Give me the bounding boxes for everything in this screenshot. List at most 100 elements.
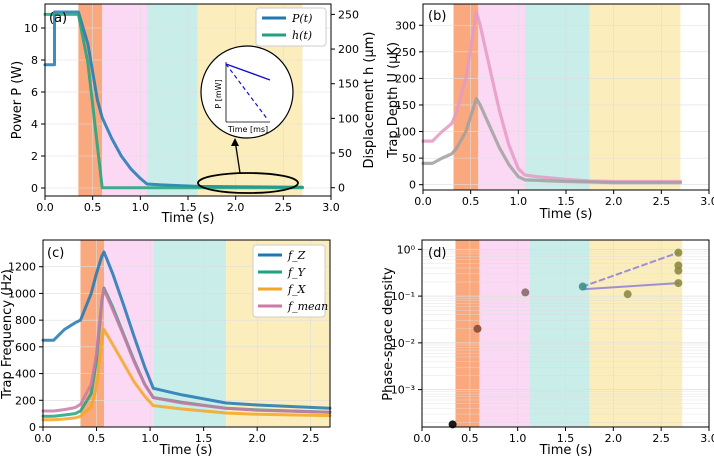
grid <box>422 4 710 190</box>
y-tick-label: 200 <box>15 394 36 407</box>
x-tick-label: 0.5 <box>84 201 102 214</box>
legend-box <box>252 244 326 318</box>
x-tick-label: 1.5 <box>179 201 197 214</box>
fit-line-solid <box>581 282 680 291</box>
x-tick-label: 1.5 <box>195 432 213 445</box>
legend-box <box>255 7 327 47</box>
x-tick-label: 2.0 <box>605 195 623 208</box>
stage-bands <box>453 4 681 190</box>
x-tick-label: 1.0 <box>141 432 159 445</box>
x-tick-label: 3.0 <box>700 432 714 445</box>
x-tick-label: 0.0 <box>36 201 54 214</box>
data-point <box>578 282 587 291</box>
y-tick-label: 10⁻³ <box>391 384 415 397</box>
y-tick-label: 100 <box>338 112 359 125</box>
y-tick-label: 200 <box>338 43 359 56</box>
stage-band <box>529 240 590 427</box>
x-tick-label: 0.5 <box>461 432 479 445</box>
grid <box>421 240 710 427</box>
stage-band <box>479 240 530 427</box>
data-point <box>448 420 457 429</box>
x-ticks: 0.0 0.5 1.0 1.5 2.0 2.5 3.0 <box>413 427 714 445</box>
y-ticks: 0 50 100 150 200 250 300 <box>395 19 423 192</box>
series-line-fz <box>41 250 332 410</box>
x-axis-label: Time (s) <box>161 211 215 226</box>
series <box>41 250 332 422</box>
stage-band <box>589 4 681 190</box>
stage-band <box>147 4 198 196</box>
x-tick-label: 1.0 <box>510 195 528 208</box>
inset: P [mW] Time [ms] <box>197 45 299 194</box>
y-tick-label: 400 <box>15 368 36 381</box>
y-tick-label: 600 <box>15 341 36 354</box>
y2-axis-label: Displacement h (μm) <box>362 32 377 169</box>
data-point <box>674 248 683 257</box>
legend: P(t) h(t) <box>255 7 327 47</box>
y-tick-label: 4 <box>31 118 38 131</box>
x-tick-label: 2.5 <box>653 195 671 208</box>
x-tick-label: 0.0 <box>413 432 431 445</box>
x-tick-label: 2.5 <box>302 432 320 445</box>
y-tick-label: 0 <box>29 421 36 434</box>
legend-label-disp: h(t) <box>292 29 312 42</box>
y-tick-label: 800 <box>15 314 36 327</box>
stage-bands <box>455 240 683 427</box>
legend-label-fy: f_Y <box>287 266 307 279</box>
series-line-gray <box>421 96 683 185</box>
y-tick-label: 150 <box>395 99 416 112</box>
y-tick-label: 10⁰ <box>397 243 416 256</box>
x-tick-label: 1.0 <box>132 201 150 214</box>
series-line-displacement <box>43 12 304 190</box>
x-tick-label: 2.5 <box>652 432 670 445</box>
series-line-power <box>43 10 304 189</box>
axes-frame <box>42 239 331 428</box>
panel-a: 0.0 0.5 1.0 1.5 2.0 2.5 3.0 0 2 4 6 8 10 0 50 100 150 2… <box>10 3 377 226</box>
x-ticks: 0.0 0.5 1.0 1.5 2.0 2.5 3.0 <box>36 196 340 214</box>
panel-d: 0.0 0.5 1.0 1.5 2.0 2.5 3.0 10⁻³ 10⁻² 10⁻¹ 10⁰ Ti… <box>381 239 714 458</box>
data-point <box>521 288 530 297</box>
x-tick-label: 2.0 <box>227 201 245 214</box>
series-line-fmean <box>41 287 332 414</box>
inset-ylabel: P [mW] <box>214 79 223 108</box>
y-tick-label: 10 <box>24 22 38 35</box>
y-tick-label: 8 <box>31 54 38 67</box>
data-point <box>674 279 683 288</box>
y-ticks: 0 200 400 600 800 1000 1200 <box>8 261 43 434</box>
x-axis-label: Time (s) <box>539 443 593 458</box>
y-tick-label: 2 <box>31 150 38 163</box>
panel-label: (c) <box>47 246 64 261</box>
legend-label-fmean: f_mean <box>287 300 328 313</box>
y-tick-label: 150 <box>338 78 359 91</box>
x-tick-label: 3.0 <box>700 195 714 208</box>
y-tick-label: 1200 <box>8 261 36 274</box>
panel-b: 0.0 0.5 1.0 1.5 2.0 2.5 3.0 0 50 100 150 200 250 300… <box>386 3 714 222</box>
y-tick-label: 250 <box>395 46 416 59</box>
x-tick-label: 0.5 <box>462 195 480 208</box>
data-point <box>674 266 683 275</box>
stage-band <box>589 240 683 427</box>
data-point <box>623 290 632 299</box>
inset-dashed-line <box>225 63 269 121</box>
x-tick-label: 3.0 <box>322 201 340 214</box>
panel-c: 0.0 0.5 1.0 1.5 2.0 2.5 0 200 400 600 800 1000 1200… <box>0 239 332 458</box>
x-tick-label: 0.5 <box>88 432 106 445</box>
y-tick-label: 0 <box>409 179 416 192</box>
x-tick-label: 0.0 <box>34 432 52 445</box>
y-ticks: 10⁻³ 10⁻² 10⁻¹ 10⁰ <box>391 243 422 397</box>
stage-band <box>102 4 148 196</box>
x-tick-label: 2.0 <box>248 432 266 445</box>
x-tick-label: 2.5 <box>275 201 293 214</box>
inset-solid-line <box>225 63 271 81</box>
y-tick-label: 300 <box>395 19 416 32</box>
legend-label-power: P(t) <box>291 12 312 25</box>
x-tick-label: 1.5 <box>557 432 575 445</box>
y-tick-label: 200 <box>395 72 416 85</box>
fit-line-dashed <box>581 251 680 288</box>
y-tick-label: 6 <box>31 86 38 99</box>
y-tick-label: 0 <box>338 182 345 195</box>
y-ticks-right: 0 50 100 150 200 250 <box>331 8 359 195</box>
stage-band <box>455 240 480 427</box>
data-point <box>473 324 482 333</box>
y-tick-label: 10⁻¹ <box>391 290 415 303</box>
